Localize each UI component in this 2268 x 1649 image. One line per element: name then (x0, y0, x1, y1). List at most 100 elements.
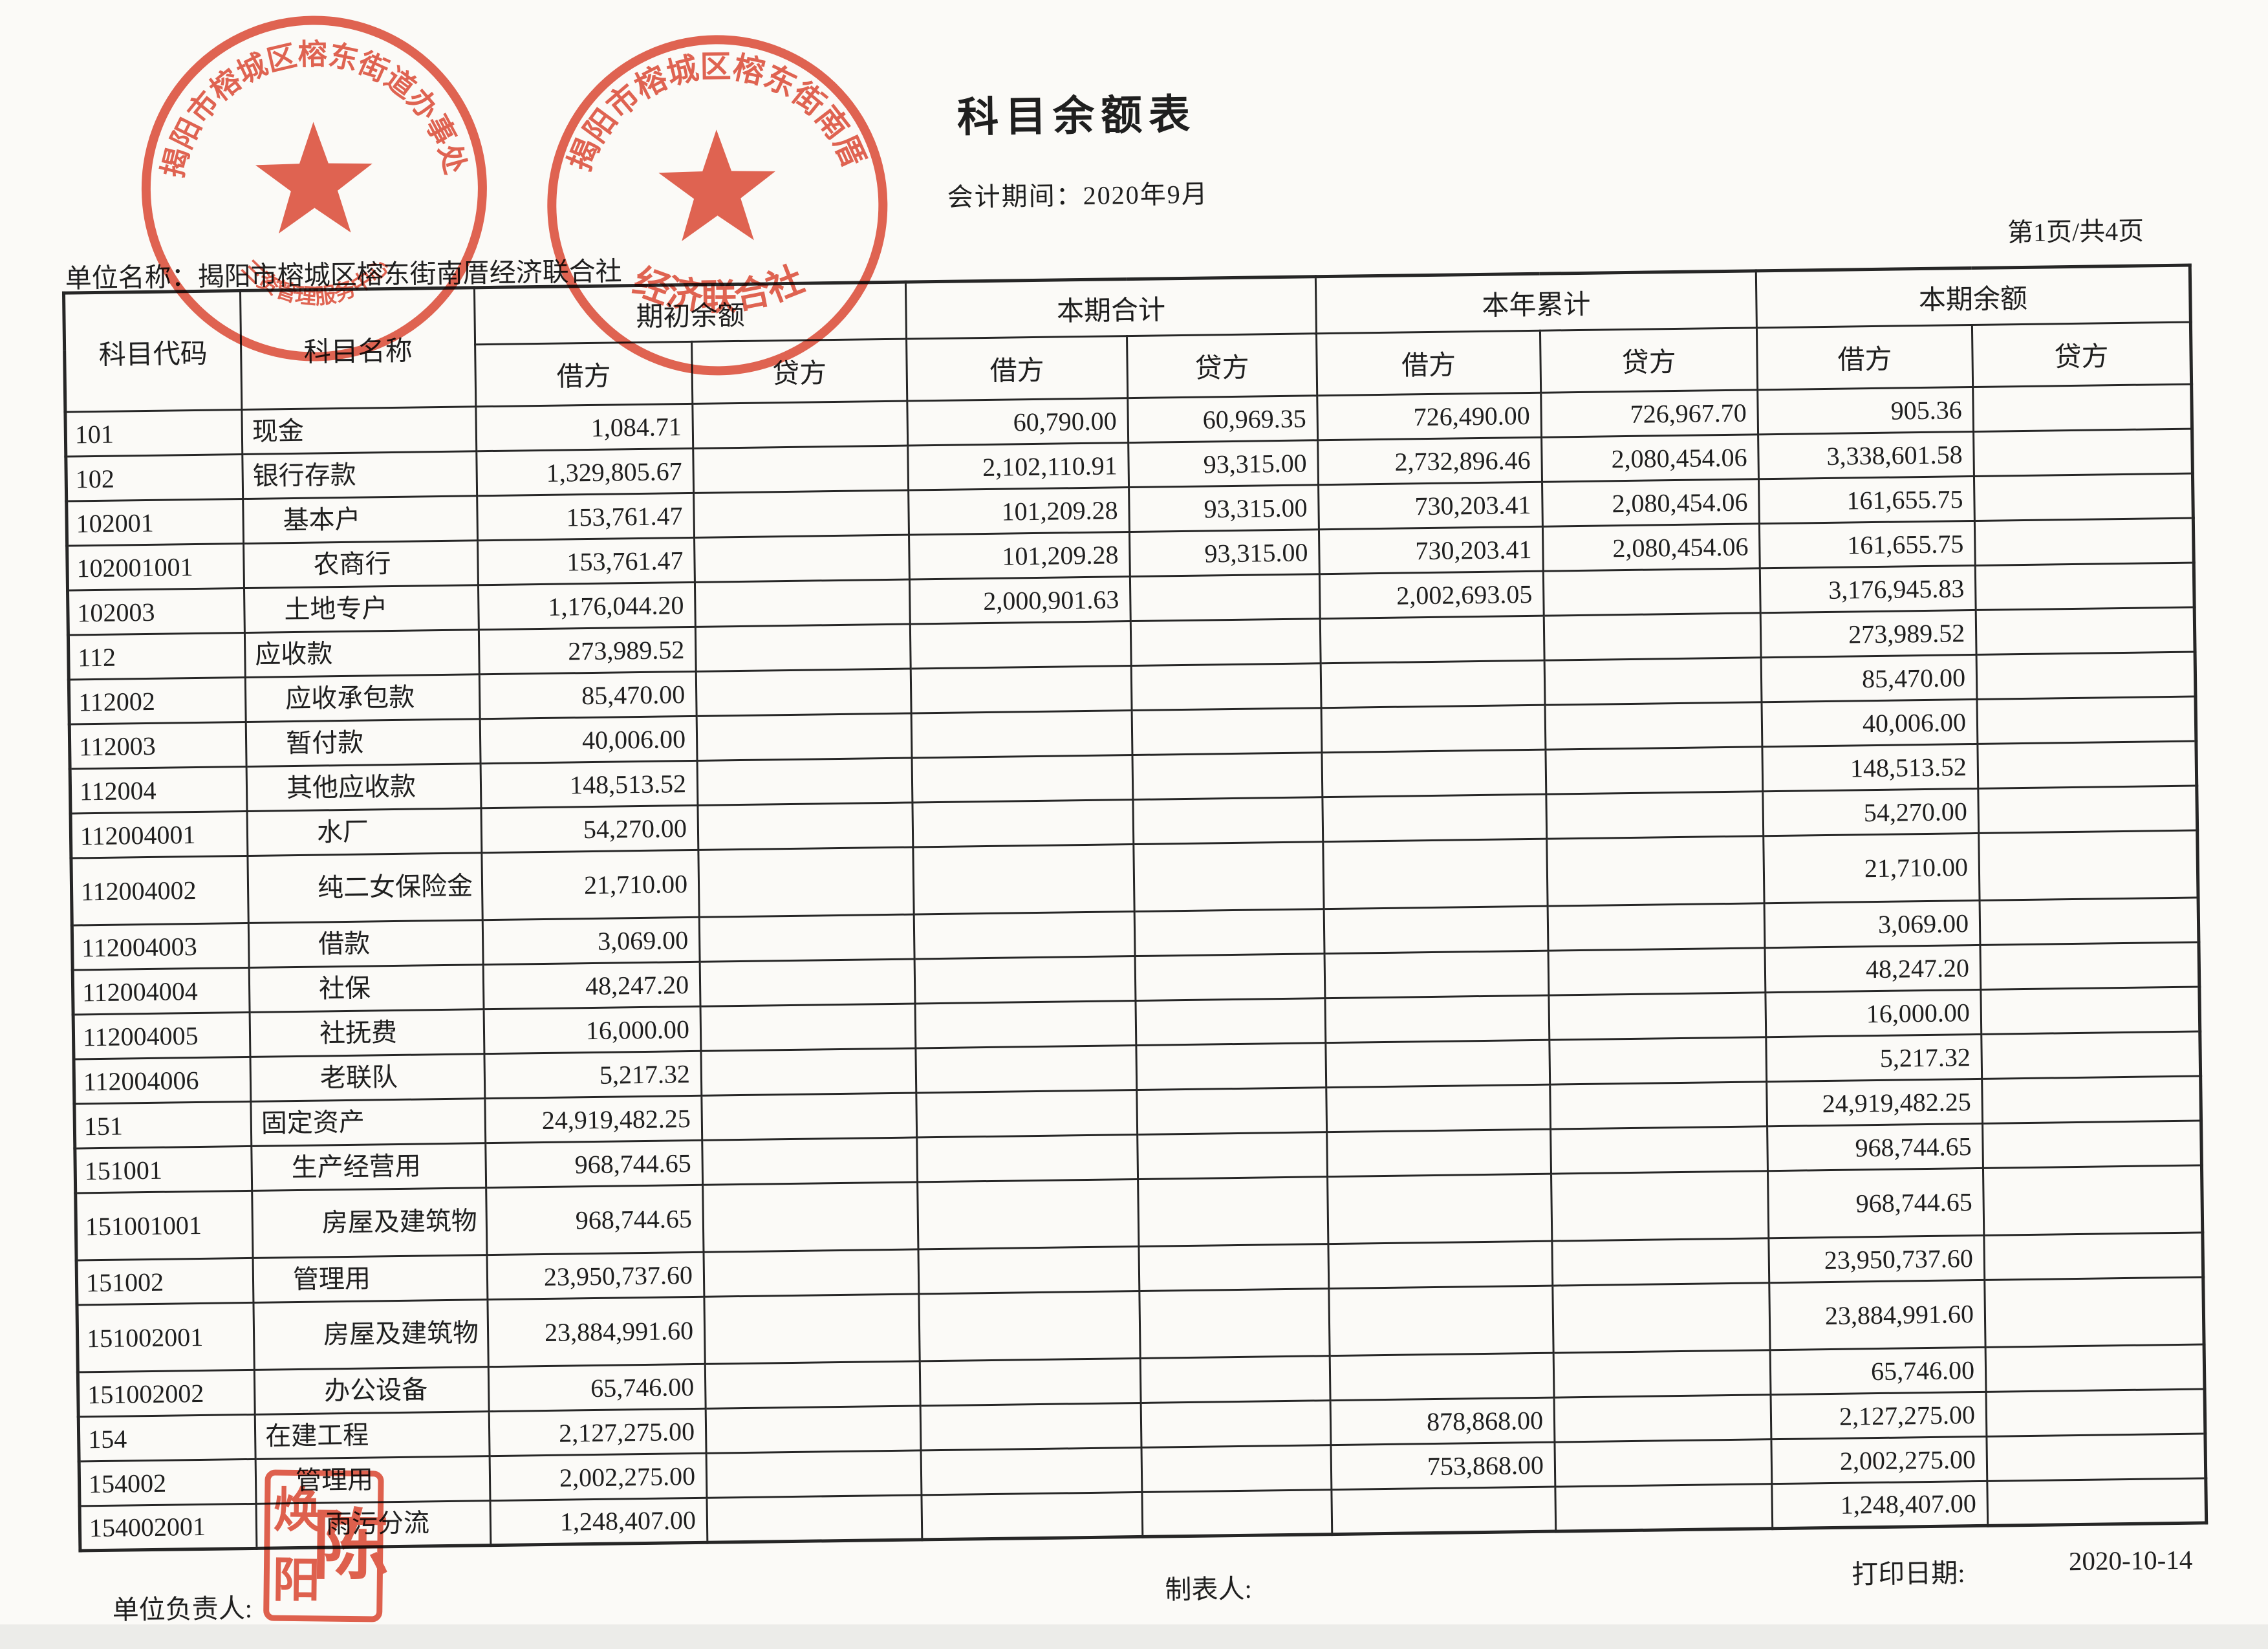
cell-account-code: 151001001 (75, 1191, 254, 1260)
preparer-label: 制表人: (1165, 1573, 1253, 1605)
responsible-person-label: 单位负责人: (112, 1593, 253, 1625)
cell-amount: 40,006.00 (480, 716, 698, 764)
cell-amount (1136, 1087, 1327, 1135)
cell-amount: 5,217.32 (1766, 1034, 1982, 1082)
cell-account-code: 112 (68, 632, 246, 680)
cell-account-name: 社抚费 (250, 1009, 484, 1057)
cell-amount (911, 710, 1133, 759)
cell-account-code: 154002 (79, 1459, 257, 1506)
cell-amount (1555, 1483, 1773, 1532)
cell-account-name: 其他应收款 (246, 763, 481, 812)
cell-amount (700, 1003, 916, 1051)
cell-account-name: 管理用 (253, 1255, 488, 1303)
cell-amount (917, 1179, 1139, 1249)
cell-amount (1328, 1241, 1553, 1289)
cell-amount (1136, 1042, 1326, 1090)
cell-amount (693, 490, 909, 538)
cell-amount: 2,002,275.00 (490, 1453, 707, 1501)
cell-amount: 726,967.70 (1540, 389, 1758, 438)
cell-amount: 161,655.75 (1759, 521, 1976, 568)
cell-amount (1553, 1350, 1771, 1398)
cell-amount: 101,209.28 (909, 532, 1130, 580)
name-seal-char: 陈 (312, 1503, 389, 1590)
cell-amount (916, 1090, 1138, 1137)
cell-account-name: 固定资产 (250, 1098, 486, 1147)
cell-amount (1548, 947, 1766, 996)
cell-amount: 2,080,454.06 (1542, 523, 1760, 572)
cell-amount (1543, 568, 1761, 616)
cell-account-name: 借款 (248, 920, 484, 968)
cell-amount (1551, 1170, 1769, 1242)
cell-amount (916, 1134, 1138, 1182)
cell-amount: 60,969.35 (1127, 395, 1318, 443)
cell-amount (697, 713, 913, 761)
cell-amount (1983, 1165, 2203, 1236)
cell-account-name: 房屋及建筑物 (253, 1299, 489, 1370)
header-credit: 贷方 (1972, 322, 2192, 387)
cell-amount: 93,315.00 (1129, 529, 1320, 577)
official-round-seal-street-office: 揭阳市榕城区榕东街道办事处 三资管理服务中心 (141, 16, 487, 361)
cell-amount: 16,000.00 (1765, 989, 1982, 1037)
cell-amount: 161,655.75 (1758, 476, 1975, 524)
cell-amount (1982, 1075, 2201, 1124)
cell-amount (1137, 1132, 1328, 1180)
cell-amount: 48,247.20 (1765, 945, 1981, 993)
cell-amount (1325, 1040, 1550, 1088)
cell-account-code: 102003 (67, 588, 245, 636)
cell-amount: 24,919,482.25 (1766, 1079, 1983, 1126)
cell-amount (1331, 1487, 1556, 1535)
cell-amount (702, 1181, 918, 1253)
cell-amount (1135, 998, 1326, 1046)
cell-account-name: 应收款 (244, 629, 480, 678)
cell-amount (1545, 746, 1763, 795)
cell-amount (1549, 1037, 1767, 1085)
cell-amount: 54,270.00 (1762, 788, 1979, 836)
cell-account-name: 纯二女保险金 (247, 852, 483, 923)
cell-amount (701, 1092, 917, 1141)
header-credit: 贷方 (1127, 333, 1317, 398)
cell-amount (1975, 563, 2195, 610)
cell-amount: 1,176,044.20 (478, 582, 696, 630)
cell-amount (1139, 1288, 1330, 1359)
cell-amount (1978, 830, 2199, 901)
cell-amount: 753,868.00 (1331, 1442, 1555, 1490)
cell-account-name: 暂付款 (246, 718, 481, 767)
cell-amount (1322, 794, 1547, 842)
cell-amount (921, 1447, 1142, 1495)
official-round-seal-economic-association: 揭阳市榕城区榕东街南厝 经济联合社 (547, 35, 888, 376)
cell-amount (695, 624, 911, 672)
cell-amount (912, 755, 1133, 803)
cell-amount: 23,884,991.60 (487, 1297, 706, 1367)
cell-amount (1973, 429, 2193, 477)
cell-account-code: 112004005 (73, 1012, 250, 1060)
cell-amount: 93,315.00 (1129, 484, 1319, 532)
cell-amount: 85,470.00 (479, 671, 697, 719)
cell-amount (1982, 1120, 2202, 1169)
cell-amount (1981, 1031, 2201, 1079)
cell-amount: 968,744.65 (1767, 1123, 1983, 1171)
cell-amount: 40,006.00 (1762, 699, 1978, 747)
cell-amount: 3,069.00 (1764, 900, 1980, 948)
cell-amount: 21,710.00 (1763, 833, 1980, 903)
page-number: 第1页/共4页 (2007, 216, 2144, 248)
cell-amount (699, 914, 915, 962)
cell-amount (1141, 1445, 1332, 1493)
cell-amount: 16,000.00 (484, 1006, 701, 1054)
scan-bottom-edge (0, 1624, 2268, 1649)
cell-amount (702, 1137, 918, 1185)
cell-amount (697, 758, 913, 806)
cell-amount (703, 1249, 919, 1297)
cell-account-name: 基本户 (243, 495, 478, 544)
cell-amount: 65,746.00 (1770, 1347, 1987, 1395)
cell-account-code: 154002001 (80, 1503, 257, 1551)
cell-account-code: 112004004 (72, 967, 250, 1015)
cell-amount (912, 799, 1134, 847)
cell-amount: 730,203.41 (1318, 482, 1543, 530)
cell-account-name: 应收承包款 (245, 674, 481, 722)
cell-amount (1972, 384, 2192, 432)
cell-amount (1326, 1129, 1551, 1177)
cell-amount (1546, 835, 1765, 907)
account-balance-table: 科目代码 科目名称 期初余额 本期合计 本年累计 本期余额 借方 贷方 借方 贷… (61, 263, 2209, 1553)
cell-amount: 2,002,693.05 (1319, 571, 1544, 619)
